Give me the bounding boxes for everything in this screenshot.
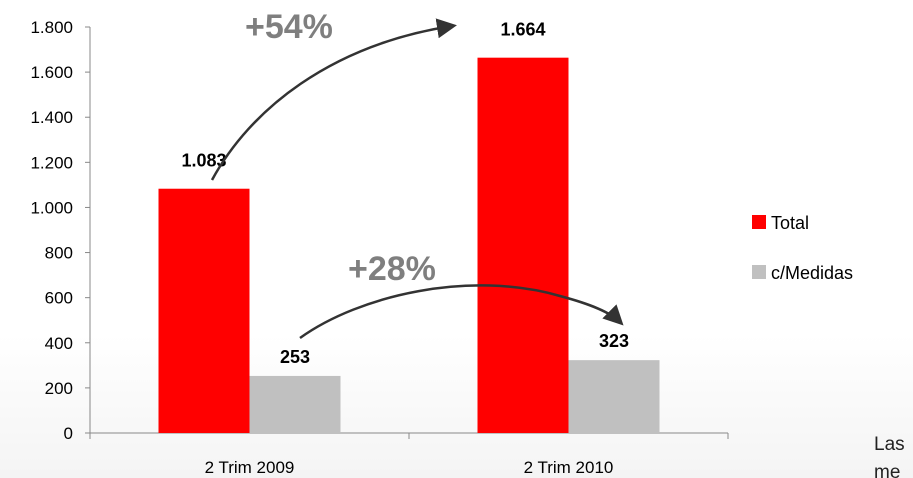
bar-total: [158, 188, 250, 433]
data-label: 1.664: [500, 20, 545, 40]
data-label: 253: [280, 347, 310, 367]
y-tick-label: 400: [45, 334, 73, 353]
growth-label-medidas: +28%: [348, 250, 436, 288]
y-tick-label: 1.000: [30, 198, 73, 217]
y-tick-label: 1.400: [30, 108, 73, 127]
legend-swatch-total: [752, 215, 766, 229]
data-label: 1.083: [181, 151, 226, 171]
y-tick-label: 800: [45, 244, 73, 263]
legend: Total c/Medidas: [752, 213, 853, 283]
bar-total: [477, 57, 569, 433]
footnote-line-1: Las: [874, 434, 905, 455]
y-tick-label: 1.200: [30, 153, 73, 172]
bar-medidas: [249, 375, 341, 433]
legend-label-medidas: c/Medidas: [771, 263, 853, 283]
x-axis: 2 Trim 2009 2 Trim 2010: [89, 432, 729, 477]
y-tick-label: 1.800: [30, 18, 73, 37]
y-tick-label: 200: [45, 379, 73, 398]
legend-swatch-medidas: [752, 265, 766, 279]
bars: [158, 57, 660, 433]
y-tick-label: 600: [45, 289, 73, 308]
data-label: 323: [599, 331, 629, 351]
x-category-label: 2 Trim 2009: [205, 458, 295, 477]
y-tick-label: 0: [64, 424, 73, 443]
growth-annotations: +54% +28%: [210, 8, 624, 340]
growth-label-total: +54%: [245, 8, 333, 46]
footnote-line-2: me: [874, 462, 900, 478]
legend-label-total: Total: [771, 213, 809, 233]
x-category-label: 2 Trim 2010: [524, 458, 614, 477]
growth-arrow-medidas: [299, 284, 624, 340]
bar-medidas: [568, 360, 660, 433]
data-labels: 1.083 253 1.664 323: [181, 20, 629, 367]
y-axis: 0 200 400 600 800 1.000 1.200 1.400 1.600 1.800: [30, 18, 91, 443]
y-tick-label: 1.600: [30, 63, 73, 82]
footnote-fragment: Las me: [874, 434, 905, 478]
growth-arrow-total: [210, 18, 457, 181]
